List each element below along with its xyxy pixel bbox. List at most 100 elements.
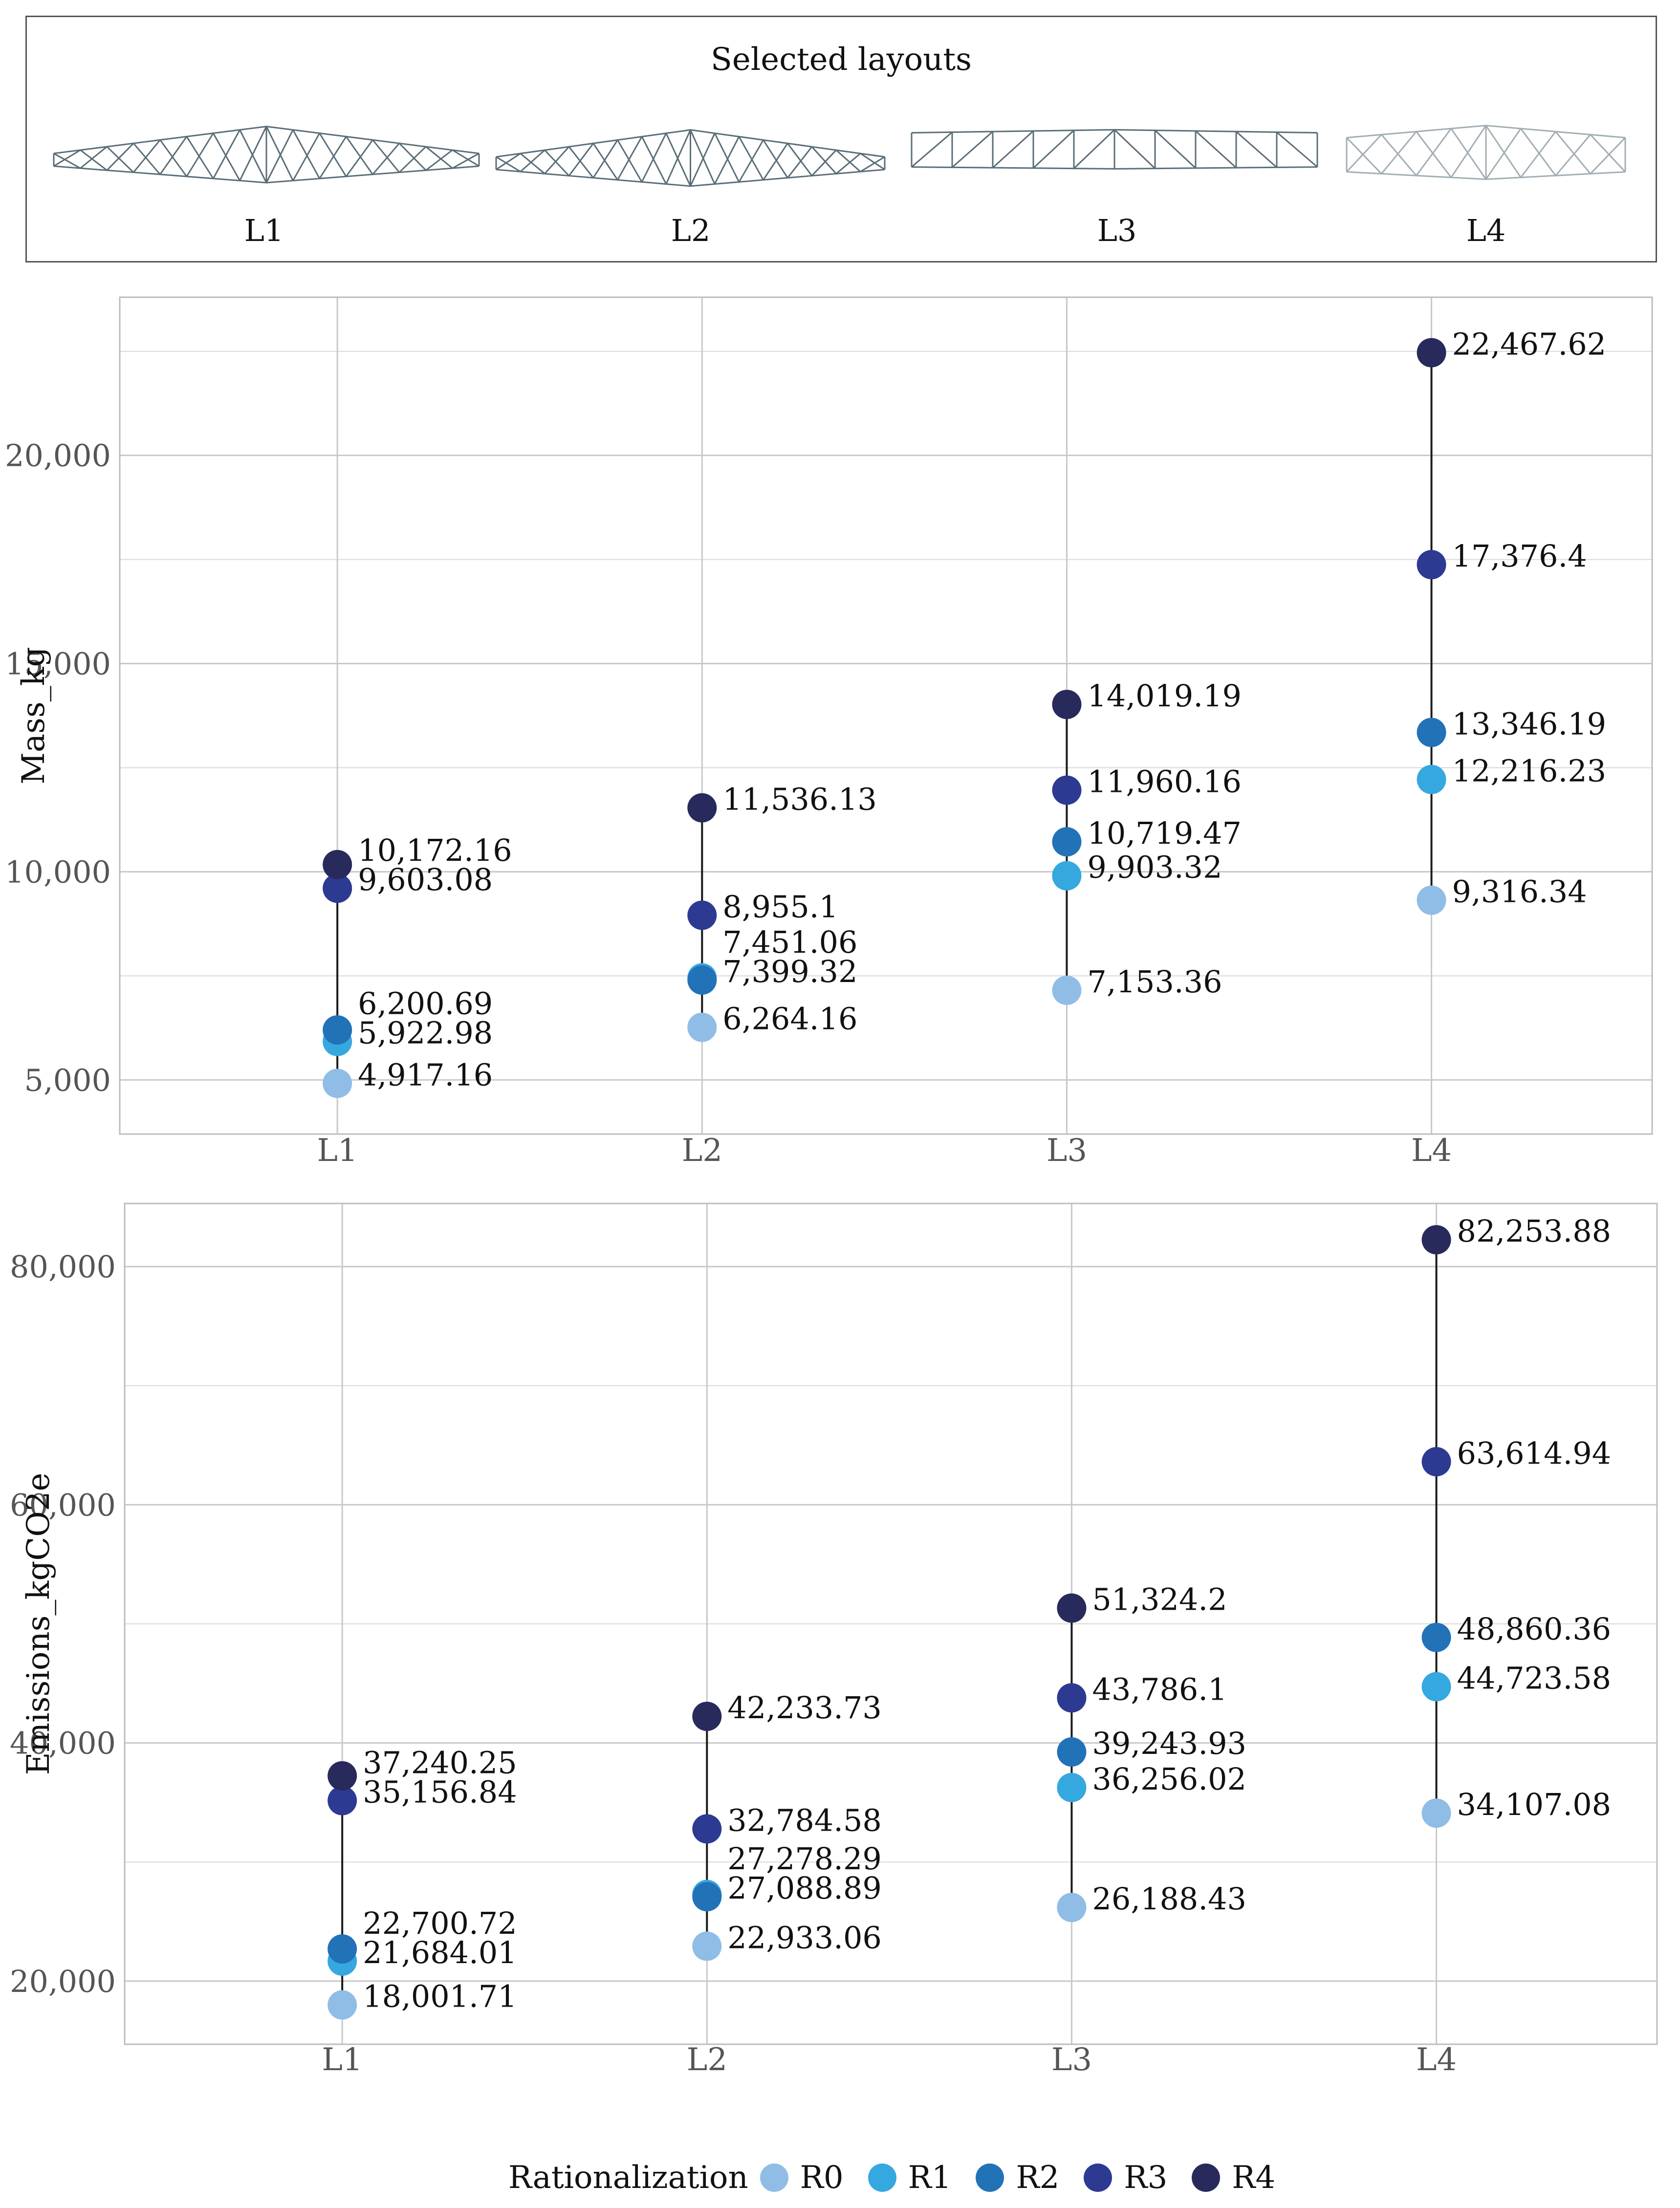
- y-tick-label: 10,000: [5, 854, 111, 890]
- data-point-r3: [1421, 1447, 1451, 1477]
- data-point-r0: [687, 1012, 717, 1042]
- legend-item-r0: R0: [760, 2160, 844, 2196]
- y-tick-label: 60,000: [10, 1487, 116, 1523]
- x-tick-label: L1: [317, 1133, 358, 1169]
- data-label: 82,253.88: [1457, 1213, 1612, 1249]
- y-tick-label: 80,000: [10, 1249, 116, 1285]
- data-label: 14,019.19: [1087, 678, 1242, 714]
- legend-label-r3: R3: [1124, 2160, 1168, 2196]
- data-label: 6,200.69: [358, 986, 493, 1022]
- truss-3: [911, 129, 1318, 170]
- data-label: 22,467.62: [1452, 326, 1607, 362]
- data-point-r2: [1057, 1737, 1087, 1767]
- data-point-r0: [323, 1069, 352, 1098]
- data-point-r3: [323, 874, 352, 903]
- chart-1: 5,000 10,000 15,000 20,000 L1 L2 L3 L4 Mass_kg 4,…: [5, 296, 1653, 1169]
- truss-1: [53, 126, 480, 184]
- plot-border: [119, 296, 1653, 1135]
- data-label: 39,243.93: [1092, 1726, 1246, 1761]
- data-point-r4: [1421, 1225, 1451, 1255]
- data-point-r4: [1052, 690, 1082, 720]
- legend-item-r4: R4: [1192, 2160, 1275, 2196]
- layout-label-l3: L3: [1097, 213, 1137, 248]
- legend-swatch-r3: [1084, 2164, 1113, 2192]
- data-label: 10,719.47: [1087, 815, 1242, 851]
- data-label: 6,264.16: [722, 1001, 857, 1037]
- data-point-r4: [323, 850, 352, 879]
- data-point-r4: [692, 1702, 722, 1731]
- data-label: 5,922.98: [358, 1015, 493, 1051]
- data-point-r0: [692, 1931, 722, 1961]
- x-tick-label: L4: [1411, 1133, 1452, 1169]
- data-label: 18,001.71: [363, 1979, 517, 2014]
- data-label: 27,088.89: [727, 1870, 882, 1906]
- data-label: 35,156.84: [363, 1774, 517, 1810]
- data-point-r2: [687, 965, 717, 995]
- legend-label-r0: R0: [800, 2160, 844, 2196]
- truss-diagrams: [53, 125, 1626, 187]
- data-label: 22,700.72: [363, 1905, 517, 1941]
- legend-title: Rationalization: [508, 2160, 748, 2196]
- data-label: 11,536.13: [722, 782, 877, 817]
- x-tick-label: L3: [1051, 2042, 1092, 2078]
- x-tick-label: L3: [1047, 1133, 1087, 1169]
- data-point-r3: [1057, 1683, 1087, 1713]
- legend-swatch-r4: [1192, 2164, 1221, 2192]
- legend-item-r3: R3: [1084, 2160, 1167, 2196]
- legend-swatch-r2: [976, 2164, 1004, 2192]
- data-label: 11,960.16: [1087, 764, 1242, 799]
- data-point-r2: [323, 1015, 352, 1045]
- layouts-panel: Selected layouts L1 L2 L3 L4: [25, 16, 1657, 262]
- plot-border: [124, 1202, 1658, 2045]
- data-label: 9,316.34: [1452, 874, 1587, 910]
- data-point-r4: [1417, 338, 1446, 368]
- legend-item-r1: R1: [868, 2160, 951, 2196]
- truss-2: [495, 129, 886, 187]
- data-label: 32,784.58: [727, 1802, 882, 1838]
- data-label: 37,240.25: [363, 1745, 517, 1781]
- data-point-r1: [1417, 765, 1446, 794]
- data-label: 42,233.73: [727, 1690, 882, 1726]
- data-label: 10,172.16: [358, 832, 512, 868]
- data-label: 22,933.06: [727, 1920, 882, 1955]
- data-label: 13,346.19: [1452, 706, 1607, 742]
- x-tick-label: L2: [687, 2042, 727, 2078]
- data-point-r3: [1052, 775, 1082, 805]
- data-point-r1: [1057, 1772, 1087, 1802]
- data-point-r0: [1421, 1798, 1451, 1828]
- y-tick-label: 15,000: [5, 646, 111, 682]
- chart-2: 20,000 40,000 60,000 80,000 L1 L2 L3 L4 Emission…: [10, 1202, 1658, 2078]
- data-label: 9,603.08: [358, 862, 493, 897]
- data-label: 7,451.06: [722, 924, 857, 960]
- layout-label-l2: L2: [671, 213, 711, 248]
- data-label: 9,903.32: [1087, 850, 1222, 885]
- data-point-r3: [692, 1814, 722, 1844]
- y-tick-label: 5,000: [24, 1062, 111, 1098]
- data-point-r2: [327, 1934, 357, 1964]
- y-tick-label: 20,000: [5, 438, 111, 474]
- data-label: 63,614.94: [1457, 1435, 1612, 1471]
- data-point-r0: [1417, 885, 1446, 915]
- data-label: 17,376.4: [1452, 538, 1587, 574]
- data-label: 26,188.43: [1092, 1881, 1246, 1917]
- data-label: 12,216.23: [1452, 753, 1607, 789]
- layout-label-l4: L4: [1466, 213, 1506, 248]
- data-point-r4: [327, 1761, 357, 1791]
- legend-item-r2: R2: [976, 2160, 1059, 2196]
- data-label: 8,955.1: [722, 889, 838, 924]
- data-point-r4: [687, 793, 717, 823]
- data-label: 21,684.01: [363, 1935, 517, 1970]
- x-tick-label: L1: [322, 2042, 363, 2078]
- data-label: 34,107.08: [1457, 1787, 1612, 1822]
- data-label: 44,723.58: [1457, 1661, 1612, 1696]
- data-point-r3: [327, 1786, 357, 1815]
- data-label: 27,278.29: [727, 1841, 882, 1877]
- data-point-r4: [1057, 1593, 1087, 1623]
- layout-label-l1: L1: [244, 213, 284, 248]
- x-tick-label: L2: [682, 1133, 722, 1169]
- data-label: 36,256.02: [1092, 1761, 1246, 1797]
- data-point-r2: [1417, 718, 1446, 747]
- data-point-r0: [1052, 975, 1082, 1005]
- data-label: 7,153.36: [1087, 964, 1222, 1000]
- x-tick-label: L4: [1416, 2042, 1457, 2078]
